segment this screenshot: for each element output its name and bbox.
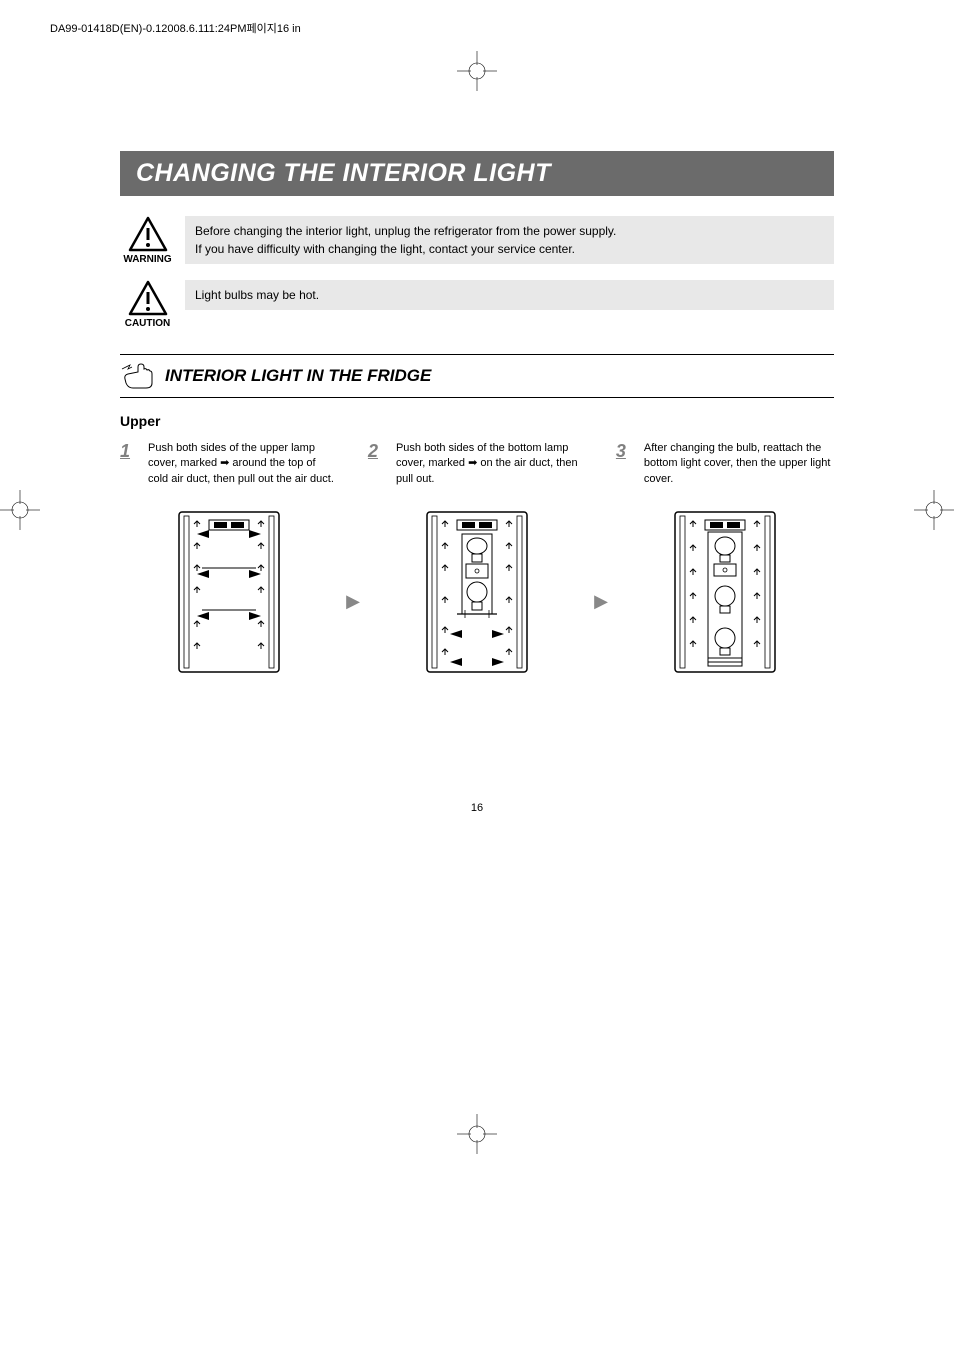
warning-triangle-icon <box>128 216 168 252</box>
step-2-text: Push both sides of the bottom lamp cover… <box>396 441 586 487</box>
step-2-number: 2 <box>368 441 390 462</box>
step-1-text: Push both sides of the upper lamp cover,… <box>148 441 338 487</box>
arrow-1-to-2: ▶ <box>346 591 360 612</box>
crop-mark-sides <box>0 490 954 530</box>
page-content: CHANGING THE INTERIOR LIGHT WARNING Befo… <box>0 151 954 814</box>
caution-triangle-icon <box>128 280 168 316</box>
document-header-filename: DA99-01418D(EN)-0.12008.6.111:24PM페이지16 … <box>0 20 954 36</box>
step-3: 3 After changing the bulb, reattach the … <box>616 441 834 682</box>
warning-label: WARNING <box>123 254 171 265</box>
steps-container: 1 Push both sides of the upper lamp cove… <box>120 441 834 682</box>
caution-text-line1: Light bulbs may be hot. <box>195 286 824 304</box>
caution-text: Light bulbs may be hot. <box>185 280 834 310</box>
arrow-2-to-3: ▶ <box>594 591 608 612</box>
hand-pointer-icon <box>120 361 155 391</box>
section-header: INTERIOR LIGHT IN THE FRIDGE <box>120 354 834 398</box>
caution-label: CAUTION <box>125 318 171 329</box>
step-1-number: 1 <box>120 441 142 462</box>
caution-icon-block: CAUTION <box>120 280 175 329</box>
caution-notice: CAUTION Light bulbs may be hot. <box>120 280 834 329</box>
page-number: 16 <box>120 802 834 814</box>
step-1: 1 Push both sides of the upper lamp cove… <box>120 441 338 682</box>
warning-text: Before changing the interior light, unpl… <box>185 216 834 264</box>
crop-mark-top <box>0 51 954 91</box>
main-title-bar: CHANGING THE INTERIOR LIGHT <box>120 151 834 196</box>
step-3-text: After changing the bulb, reattach the bo… <box>644 441 834 487</box>
warning-icon-block: WARNING <box>120 216 175 265</box>
step-2: 2 Push both sides of the bottom lamp cov… <box>368 441 586 682</box>
subsection-label: Upper <box>120 413 834 429</box>
warning-text-line1: Before changing the interior light, unpl… <box>195 222 824 240</box>
crop-mark-bottom <box>0 1114 954 1154</box>
section-title: INTERIOR LIGHT IN THE FRIDGE <box>165 366 431 386</box>
step-3-number: 3 <box>616 441 638 462</box>
warning-text-line2: If you have difficulty with changing the… <box>195 240 824 258</box>
warning-notice: WARNING Before changing the interior lig… <box>120 216 834 265</box>
